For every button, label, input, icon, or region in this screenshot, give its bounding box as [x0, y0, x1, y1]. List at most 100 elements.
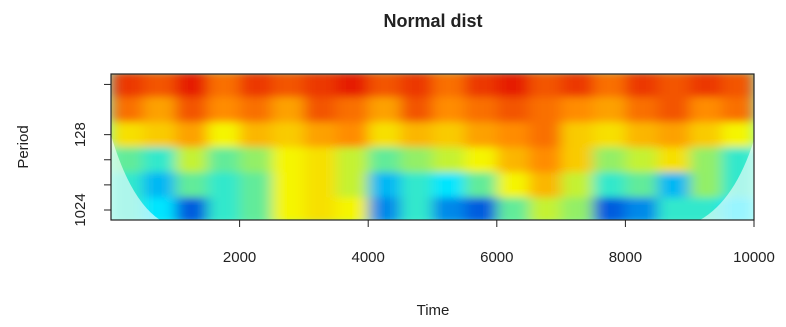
heat-cell	[111, 122, 144, 148]
heat-cell	[625, 147, 659, 173]
heat-cell	[496, 74, 530, 98]
heat-cell	[561, 122, 594, 148]
heat-cell	[593, 96, 626, 123]
heat-cell	[303, 172, 337, 198]
heat-cell	[207, 96, 241, 123]
heat-cell	[143, 74, 176, 98]
heat-cell	[528, 147, 562, 173]
heat-cell	[625, 74, 659, 98]
heat-cell	[271, 74, 305, 98]
heat-cell	[336, 74, 369, 98]
heat-cell	[464, 122, 498, 148]
heat-cell	[175, 147, 208, 173]
heat-cell	[657, 147, 691, 173]
heat-cell	[336, 96, 369, 123]
heat-cell	[143, 122, 176, 148]
x-tick-label: 2000	[223, 249, 256, 266]
heat-cell	[464, 197, 498, 220]
heat-cell	[239, 96, 273, 123]
y-axis-label: Period	[15, 125, 32, 168]
heat-cell	[368, 172, 401, 198]
heat-cell	[464, 147, 498, 173]
x-axis-label: Time	[417, 302, 450, 319]
heat-cell	[496, 197, 530, 220]
heat-cell	[561, 96, 594, 123]
heat-cell	[657, 74, 691, 98]
plot-frame	[110, 73, 755, 221]
heat-cell	[143, 147, 176, 173]
heat-cell	[239, 74, 273, 98]
heat-cell	[432, 172, 466, 198]
heat-cell	[271, 96, 305, 123]
heat-cell	[657, 197, 691, 220]
heat-cell	[689, 172, 723, 198]
heat-cell	[207, 197, 241, 220]
heat-cell	[593, 74, 626, 98]
heat-cell	[496, 172, 530, 198]
heat-cell	[239, 122, 273, 148]
heat-cell	[111, 74, 144, 98]
heat-cell	[207, 172, 241, 198]
heat-cell	[528, 172, 562, 198]
heat-cell	[368, 96, 401, 123]
x-tick-label: 6000	[480, 249, 513, 266]
heat-cell	[239, 147, 273, 173]
heat-cell	[303, 74, 337, 98]
heat-cell	[336, 197, 369, 220]
heat-cell	[400, 147, 433, 173]
heat-cell	[400, 197, 433, 220]
cone-of-influence	[700, 140, 754, 220]
heat-cell	[400, 74, 433, 98]
heat-cell	[368, 147, 401, 173]
heat-cell	[239, 172, 273, 198]
heat-cell	[432, 197, 466, 220]
heat-cell	[625, 172, 659, 198]
heat-cell	[336, 147, 369, 173]
heat-cell	[143, 96, 176, 123]
heat-cell	[689, 122, 723, 148]
heat-cell	[271, 147, 305, 173]
x-tick-label: 4000	[352, 249, 385, 266]
cone-of-influence	[111, 135, 160, 220]
heat-cell	[271, 172, 305, 198]
heat-cell	[432, 122, 466, 148]
heat-cell	[528, 74, 562, 98]
chart-title: Normal dist	[383, 11, 482, 31]
heat-cell	[528, 197, 562, 220]
heat-cell	[464, 96, 498, 123]
heat-cell	[303, 197, 337, 220]
heat-cell	[239, 197, 273, 220]
heat-cell	[561, 147, 594, 173]
heat-cell	[432, 96, 466, 123]
heat-cell	[207, 147, 241, 173]
heat-cell	[721, 96, 754, 123]
heat-cell	[561, 172, 594, 198]
heat-cell	[303, 122, 337, 148]
heat-cell	[400, 96, 433, 123]
heat-cell	[593, 172, 626, 198]
heat-cell	[625, 122, 659, 148]
heat-cell	[593, 122, 626, 148]
heat-cell	[175, 197, 208, 220]
heat-cell	[271, 197, 305, 220]
heat-cell	[561, 197, 594, 220]
heat-cell	[496, 147, 530, 173]
heat-cell	[143, 172, 176, 198]
heat-cell	[175, 74, 208, 98]
heat-cell	[303, 96, 337, 123]
y-tick-label: 1024	[72, 193, 89, 226]
heat-cell	[175, 122, 208, 148]
heat-cell	[657, 96, 691, 123]
heat-cell	[464, 172, 498, 198]
plot-area	[111, 74, 754, 220]
heat-cell	[368, 122, 401, 148]
heat-cell	[207, 74, 241, 98]
heat-cell	[689, 74, 723, 98]
heat-cell	[528, 122, 562, 148]
x-tick-label: 10000	[733, 249, 775, 266]
heat-cell	[111, 96, 144, 123]
heat-cell	[528, 96, 562, 123]
heat-cell	[689, 147, 723, 173]
heat-cell	[175, 96, 208, 123]
